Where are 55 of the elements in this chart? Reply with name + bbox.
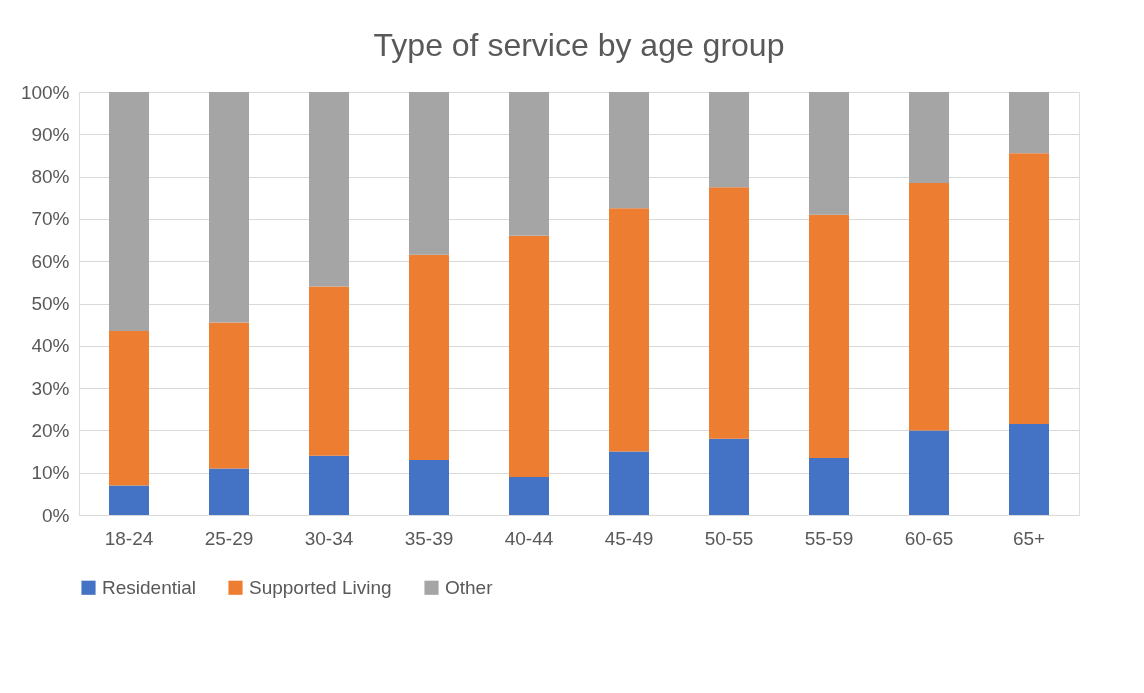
bar xyxy=(109,485,149,515)
legend-label: Other xyxy=(445,576,494,598)
bar xyxy=(309,286,349,456)
bar xyxy=(809,214,849,458)
bar xyxy=(109,331,149,486)
legend-label: Residential xyxy=(102,576,196,598)
bar xyxy=(609,208,649,452)
y-tick-label: 50% xyxy=(31,293,70,314)
y-tick-label: 20% xyxy=(31,419,70,441)
x-tick-label: 50-55 xyxy=(704,527,754,549)
x-tick-label: 55-59 xyxy=(804,527,854,549)
bar xyxy=(209,322,249,469)
bar xyxy=(309,455,349,515)
bar xyxy=(709,92,749,188)
bar xyxy=(709,438,749,515)
bar xyxy=(609,451,649,515)
bar xyxy=(809,92,849,215)
bar xyxy=(509,235,549,477)
bar xyxy=(1009,424,1049,515)
y-tick-label: 60% xyxy=(31,250,70,272)
bar xyxy=(1009,92,1049,154)
x-tick-label: 45-49 xyxy=(604,527,654,549)
bar xyxy=(509,92,549,236)
y-tick-label: 10% xyxy=(31,462,70,484)
bar xyxy=(509,476,549,515)
legend-label: Supported Living xyxy=(249,576,392,598)
y-tick-label: 100% xyxy=(20,81,70,103)
y-tick-label: 70% xyxy=(31,208,70,230)
x-tick-label: 35-39 xyxy=(404,527,454,549)
bar xyxy=(609,92,649,209)
bar xyxy=(209,92,249,323)
bar xyxy=(1009,153,1049,425)
x-tick-label: 18-24 xyxy=(104,527,154,549)
bar xyxy=(409,460,449,515)
x-tick-label: 60-65 xyxy=(904,527,954,549)
bar xyxy=(909,182,949,431)
x-tick-label: 30-34 xyxy=(304,527,354,549)
chart-title: Type of service by age group xyxy=(373,27,785,63)
y-tick-label: 80% xyxy=(31,166,70,188)
bar xyxy=(709,187,749,439)
y-tick-label: 30% xyxy=(31,377,70,399)
y-tick-label: 90% xyxy=(31,123,70,145)
x-tick-label: 65+ xyxy=(1012,527,1046,549)
x-tick-label: 25-29 xyxy=(204,527,254,549)
bar xyxy=(909,92,949,183)
bar xyxy=(409,92,449,255)
y-tick-label: 0% xyxy=(42,504,70,526)
bar xyxy=(209,468,249,515)
x-tick-label: 40-44 xyxy=(504,527,554,549)
bar xyxy=(109,92,149,331)
bar xyxy=(409,254,449,461)
y-tick-label: 40% xyxy=(31,335,70,357)
bar xyxy=(309,92,349,287)
bar xyxy=(809,457,849,515)
bar xyxy=(909,430,949,515)
